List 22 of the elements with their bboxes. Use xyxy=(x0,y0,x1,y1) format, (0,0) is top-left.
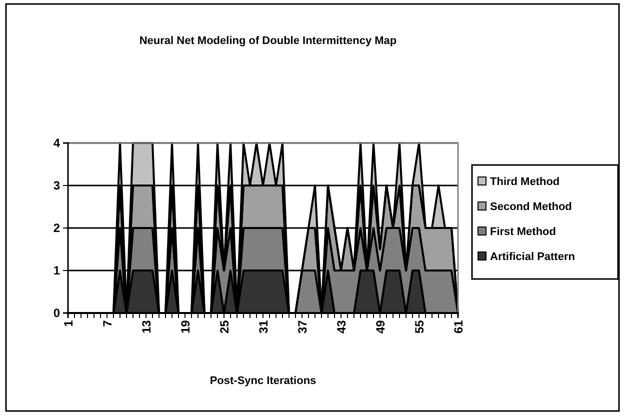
x-axis-title: Post-Sync Iterations xyxy=(210,375,316,387)
x-tick-label: 19 xyxy=(178,320,192,334)
x-tick-label: 13 xyxy=(139,320,154,334)
y-tick-label: 3 xyxy=(53,178,60,192)
legend-label: Third Method xyxy=(490,176,560,188)
x-tick-label: 37 xyxy=(295,320,310,334)
x-tick-label: 43 xyxy=(334,320,348,334)
y-tick-label: 2 xyxy=(53,220,60,235)
y-tick-label: 4 xyxy=(53,136,60,150)
x-tick-label: 7 xyxy=(100,320,114,327)
x-tick-label: 61 xyxy=(451,320,466,334)
y-tick-label: 0 xyxy=(53,306,60,320)
x-tick-label: 1 xyxy=(61,320,76,327)
x-tick-label: 25 xyxy=(217,320,232,334)
legend-label: Artificial Pattern xyxy=(490,251,576,263)
x-tick-label: 31 xyxy=(256,320,270,334)
y-tick-label: 1 xyxy=(53,263,60,278)
legend-label: Second Method xyxy=(490,201,572,213)
x-tick-label: 49 xyxy=(373,320,388,334)
legend-label: First Method xyxy=(490,226,556,238)
x-tick-label: 55 xyxy=(412,320,426,334)
chart-title: Neural Net Modeling of Double Intermittency Map xyxy=(139,35,397,47)
